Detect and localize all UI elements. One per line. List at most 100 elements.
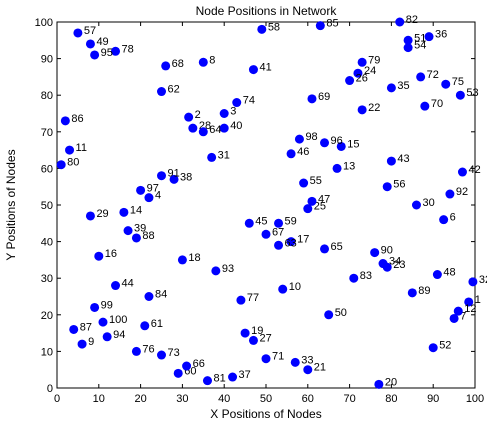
node-point [407,288,417,298]
node-point [286,149,296,159]
node-point [228,372,238,382]
node-label: 80 [67,157,79,169]
y-tick-label: 30 [41,273,53,285]
node-point [144,292,154,301]
node-label: 78 [122,43,134,55]
y-tick-label: 50 [41,200,53,212]
node-point [111,281,121,291]
node-point [353,68,363,78]
node-point [182,361,192,371]
node-label: 3 [230,106,236,118]
node-point [198,57,208,67]
node-label: 100 [109,314,127,326]
node-label: 91 [168,168,180,180]
node-label: 6 [450,212,456,224]
x-axis-label: X Positions of Nodes [210,407,321,421]
node-point [294,134,304,144]
node-point [428,343,438,353]
node-label: 67 [272,226,284,238]
node-label: 68 [172,58,184,70]
node-label: 42 [468,164,480,176]
node-label: 93 [222,263,234,275]
node-point [303,204,313,214]
node-label: 44 [122,278,134,290]
node-label: 63 [285,237,297,249]
node-label: 88 [142,230,154,242]
node-label: 69 [318,91,330,103]
node-point [232,98,242,108]
node-point [102,332,112,342]
node-point [315,21,325,31]
y-tick-label: 90 [41,54,53,66]
node-point [211,266,221,276]
node-point [324,310,334,320]
node-point [464,297,474,307]
node-label: 48 [443,267,455,279]
y-tick-label: 0 [47,383,53,395]
node-point [184,112,194,122]
node-point [261,229,271,239]
node-point [449,313,459,323]
node-label: 21 [314,362,326,374]
node-label: 41 [259,62,271,74]
y-tick-label: 100 [35,17,53,29]
x-tick-label: 70 [343,393,355,405]
node-label: 96 [331,135,343,147]
plot-area [56,21,476,389]
node-label: 89 [418,285,430,297]
node-label: 87 [80,321,92,333]
node-point [455,90,465,100]
node-point [131,233,141,243]
node-point [439,215,449,225]
node-point [202,376,212,386]
node-point [420,101,430,111]
node-point [320,138,330,148]
node-point [307,94,317,104]
node-point [349,273,359,283]
y-tick-label: 10 [41,346,53,358]
node-point [416,72,426,82]
node-point [94,251,104,261]
node-point [445,189,455,199]
node-point [85,39,95,49]
node-label: 98 [305,131,317,143]
node-point [441,79,451,89]
node-point [219,123,229,133]
x-tick-label: 100 [466,393,484,405]
node-label: 8 [209,54,215,66]
node-label: 99 [101,299,113,311]
node-point [157,171,166,181]
node-label: 51 [414,32,426,44]
node-point [157,87,166,97]
node-point [161,61,171,71]
node-label: 85 [326,18,338,30]
node-point [432,270,442,280]
node-label: 25 [314,201,326,213]
y-tick-label: 70 [41,127,53,139]
y-tick-label: 20 [41,310,53,322]
x-tick-label: 0 [54,393,60,405]
node-label: 54 [414,40,426,52]
node-label: 22 [368,102,380,114]
node-label: 70 [431,98,443,110]
node-label: 95 [101,47,113,59]
node-label: 73 [168,347,180,359]
node-label: 1 [475,294,481,306]
node-label: 24 [364,65,376,77]
node-label: 57 [84,25,96,37]
node-label: 50 [335,307,347,319]
node-point [157,350,166,360]
node-label: 33 [301,354,313,366]
node-label: 7 [460,310,466,322]
node-label: 71 [272,351,284,363]
node-label: 11 [76,142,87,154]
node-point [345,76,355,86]
node-label: 40 [230,120,242,132]
node-label: 15 [347,138,359,150]
node-point [307,196,317,206]
node-label: 82 [406,14,418,26]
node-point [382,182,392,192]
node-point [69,324,79,334]
x-tick-label: 60 [302,393,314,405]
